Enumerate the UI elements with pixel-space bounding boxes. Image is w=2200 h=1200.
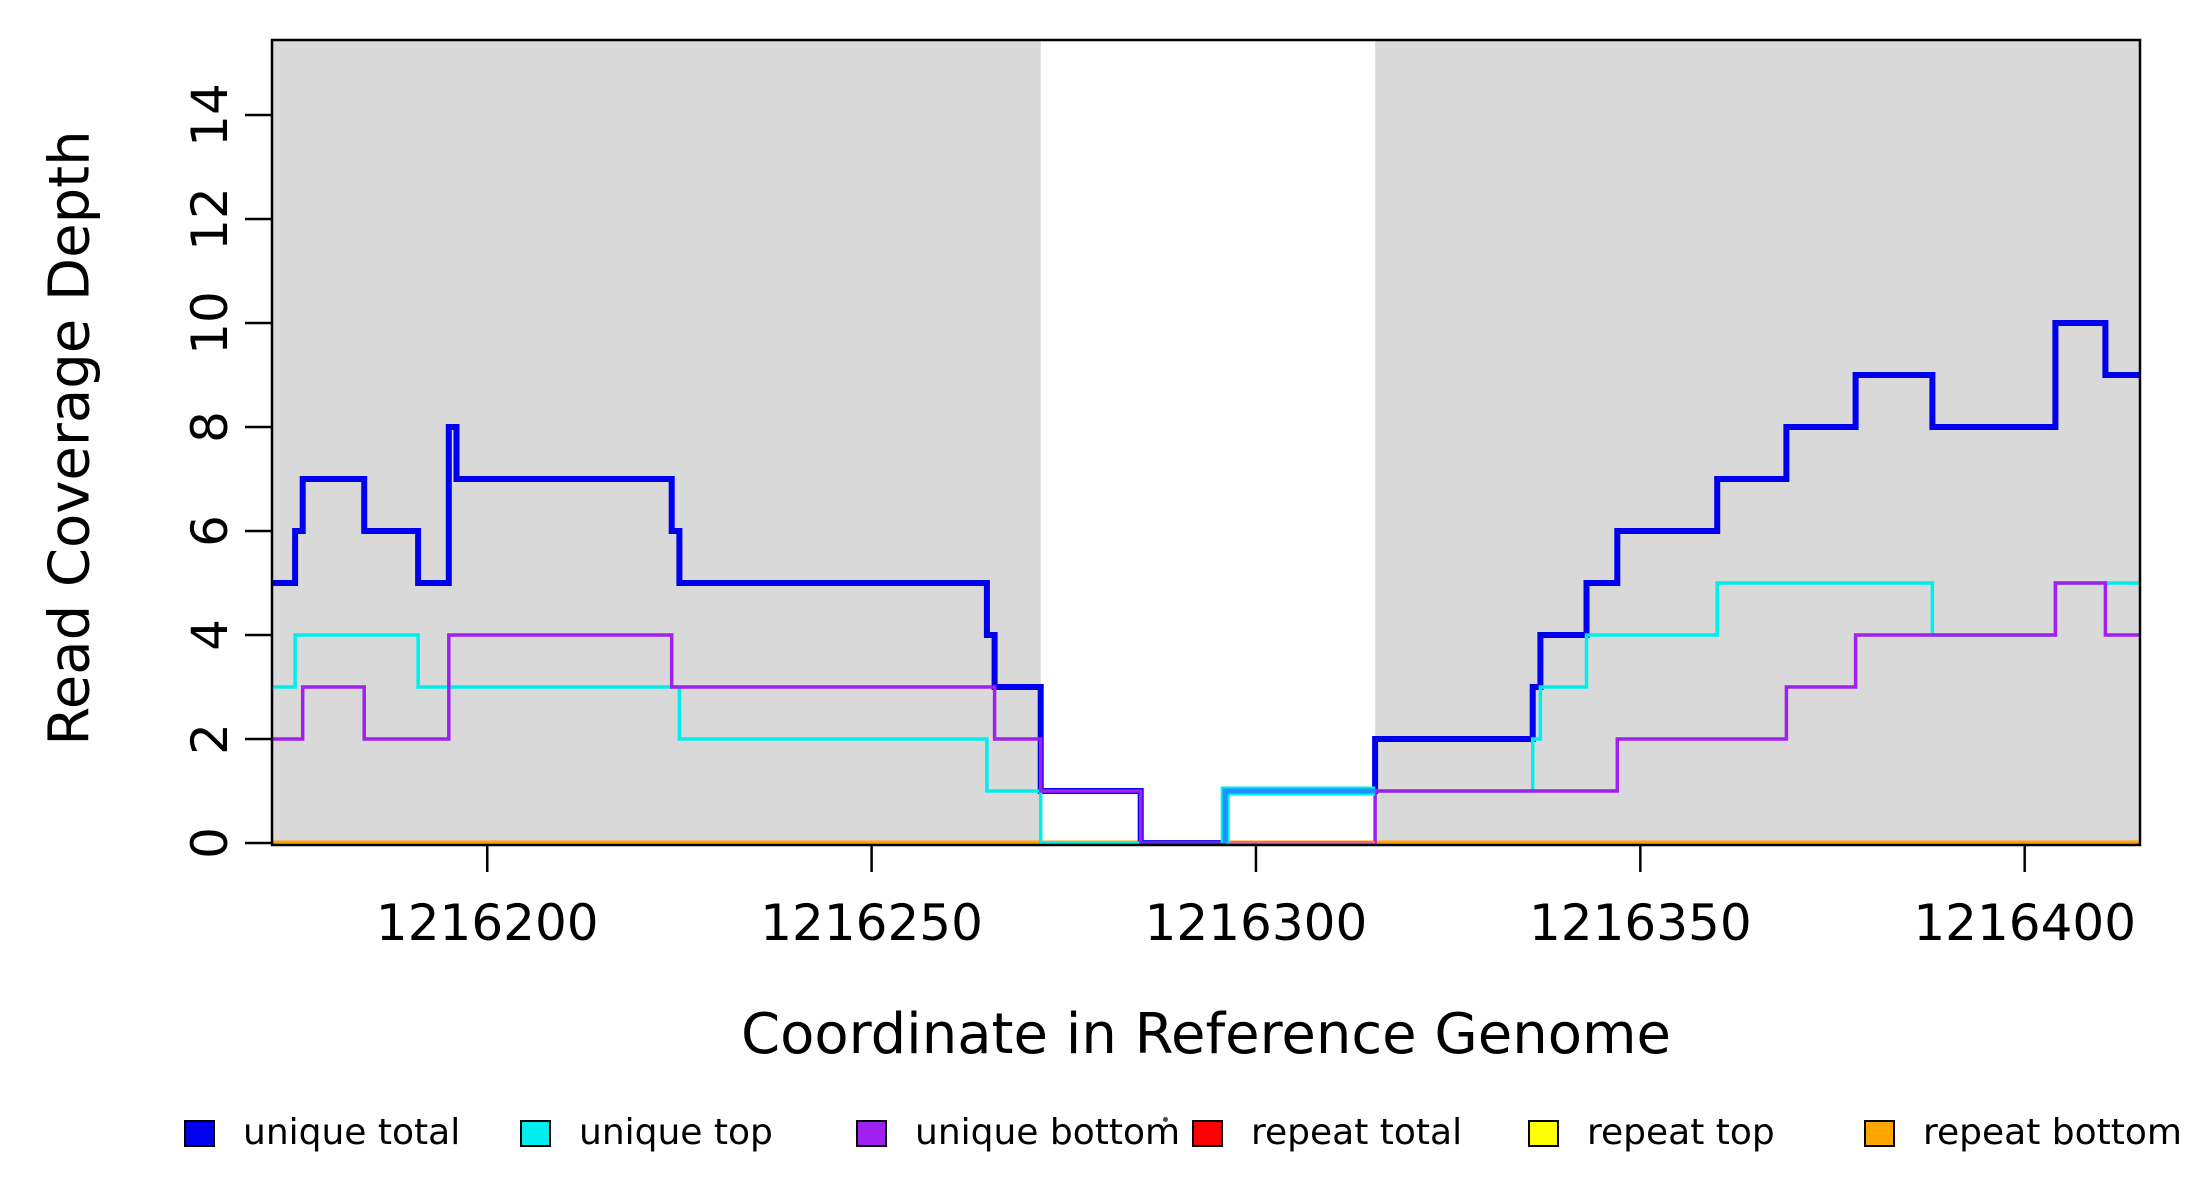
plot-box [270, 38, 2142, 847]
y-tick-label: 8 [181, 411, 239, 443]
y-axis-title: Read Coverage Depth [37, 130, 103, 746]
x-tick-label: 1216200 [376, 894, 599, 952]
x-tick-label: 1216350 [1529, 894, 1752, 952]
x-tick-label: 1216400 [1913, 894, 2136, 952]
x-tick-label: 1216250 [760, 894, 983, 952]
y-tick-label: 4 [181, 619, 239, 651]
x-axis-title: Coordinate in Reference Genome [740, 1002, 1672, 1067]
stray-mark-dot [1163, 1117, 1168, 1122]
y-tick-label: 2 [181, 723, 239, 755]
y-tick-label: 14 [181, 83, 239, 147]
overlay-gap-one-line-dodger [1222, 788, 1376, 843]
y-tick-label: 0 [181, 827, 239, 859]
right-shaded-region [1375, 40, 2140, 845]
overlay-gap-one-line-cyan-halo [1220, 786, 1376, 843]
y-tick-label: 12 [181, 187, 239, 251]
left-shaded-region [272, 40, 1041, 845]
series-unique-bottom [272, 581, 2140, 845]
y-tick-label: 6 [181, 515, 239, 547]
y-tick-label: 10 [181, 291, 239, 355]
x-tick-label: 1216300 [1145, 894, 1368, 952]
